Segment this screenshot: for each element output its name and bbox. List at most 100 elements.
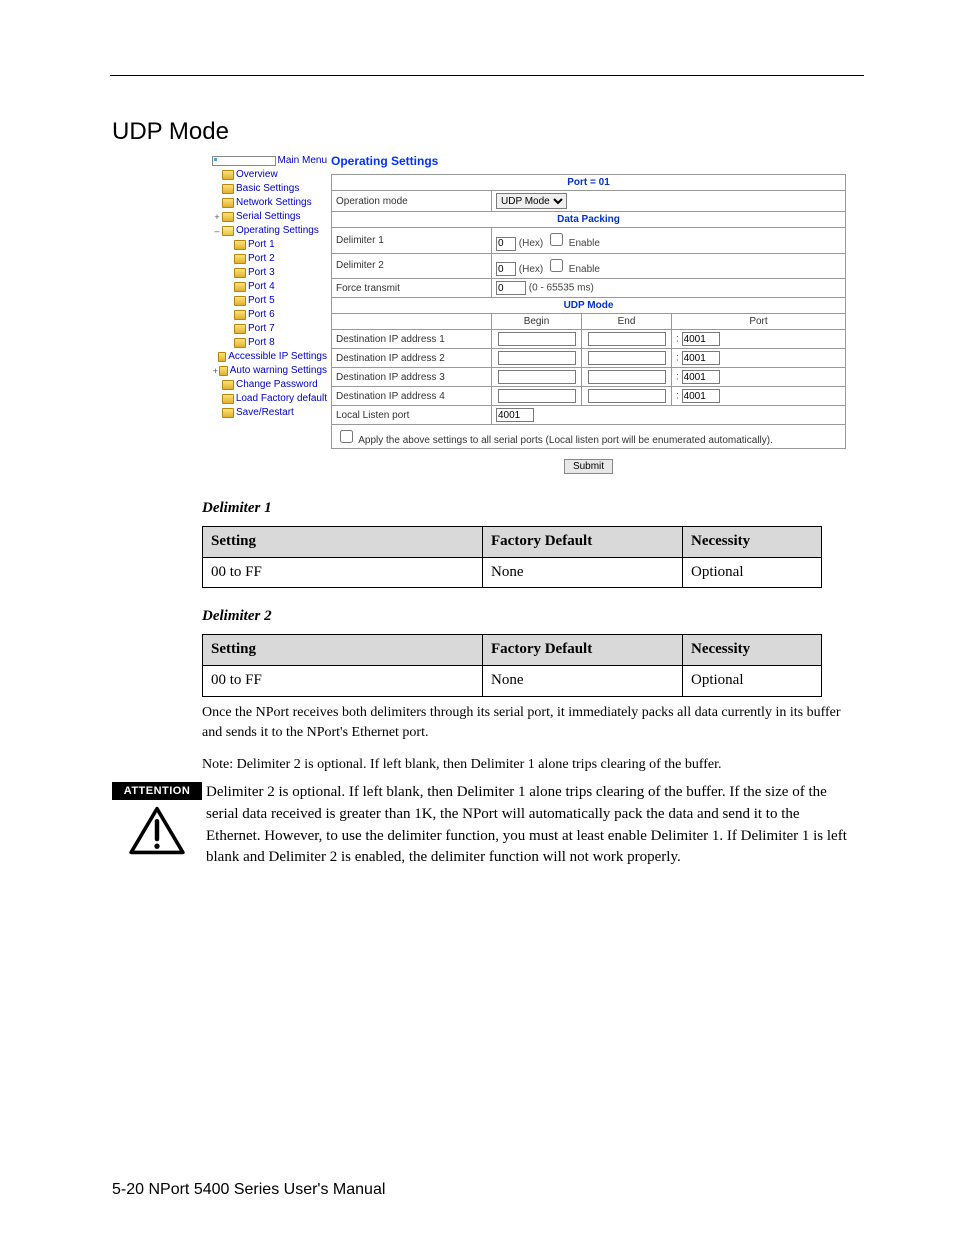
tree-twisty[interactable]: ·: [212, 182, 222, 196]
section-udp: UDP Mode: [332, 298, 846, 314]
page-title: UDP Mode: [112, 118, 229, 146]
delim2-enable-checkbox[interactable]: [550, 259, 563, 272]
sidebar-item[interactable]: · Port 3: [202, 266, 327, 280]
sidebar-item-label: Port 4: [248, 280, 275, 294]
sidebar-item-label: Auto warning Settings: [230, 364, 327, 378]
spec1-necessity: Optional: [683, 557, 822, 588]
dest-end-cell: [582, 330, 672, 349]
folder-icon: [222, 408, 234, 418]
folder-icon: [234, 324, 246, 334]
attention-icon: [112, 806, 202, 861]
tree-twisty[interactable]: ·: [224, 336, 234, 350]
sidebar-item-label: Port 3: [248, 266, 275, 280]
spec1-setting: 00 to FF: [203, 557, 483, 588]
tree-twisty[interactable]: ·: [212, 406, 222, 420]
spec1-h-default: Factory Default: [483, 526, 683, 557]
spec1-h-necessity: Necessity: [683, 526, 822, 557]
tree-twisty[interactable]: ·: [224, 252, 234, 266]
attention-badge: ATTENTION: [112, 782, 202, 800]
dest-port-input[interactable]: [682, 332, 720, 346]
sidebar-item[interactable]: ·Load Factory default: [202, 392, 327, 406]
sidebar-item[interactable]: ·Basic Settings: [202, 182, 327, 196]
dest-end-input[interactable]: [588, 370, 666, 384]
sidebar-item[interactable]: · Port 4: [202, 280, 327, 294]
tree-twisty[interactable]: ·: [224, 280, 234, 294]
sidebar-item[interactable]: ·Overview: [202, 168, 327, 182]
tree-twisty[interactable]: –: [212, 224, 222, 238]
delim2-input[interactable]: [496, 262, 516, 276]
force-transmit-input[interactable]: [496, 281, 526, 295]
spec2-setting: 00 to FF: [203, 665, 483, 696]
tree-twisty[interactable]: ·: [224, 322, 234, 336]
sidebar-item[interactable]: · Port 5: [202, 294, 327, 308]
delim2-cell: (Hex) Enable: [492, 253, 846, 279]
folder-icon: [234, 240, 246, 250]
op-mode-select[interactable]: UDP Mode: [496, 193, 567, 209]
sidebar-item[interactable]: + Auto warning Settings: [202, 364, 327, 378]
submit-row: Submit: [331, 449, 846, 474]
sidebar-item[interactable]: ·Change Password: [202, 378, 327, 392]
dest-end-input[interactable]: [588, 351, 666, 365]
folder-icon: [222, 212, 234, 222]
tree-twisty[interactable]: ·: [212, 196, 222, 210]
sidebar-main[interactable]: · Main Menu: [202, 154, 327, 168]
local-listen-input[interactable]: [496, 408, 534, 422]
sidebar-item-label: Serial Settings: [236, 210, 300, 224]
tree-twisty[interactable]: ·: [212, 378, 222, 392]
tree-twisty[interactable]: +: [212, 210, 222, 224]
sidebar-item[interactable]: ·Port 1: [202, 238, 327, 252]
dest-begin-input[interactable]: [498, 351, 576, 365]
dest-end-input[interactable]: [588, 389, 666, 403]
folder-icon: [222, 198, 234, 208]
sidebar-item-label: Port 5: [248, 294, 275, 308]
section-port: Port = 01: [332, 175, 846, 191]
folder-icon: [234, 338, 246, 348]
force-transmit-label: Force transmit: [332, 279, 492, 298]
dest-port-cell: :: [672, 368, 846, 387]
dest-port-cell: :: [672, 330, 846, 349]
settings-table: Port = 01 Operation mode UDP Mode Data P…: [331, 174, 846, 449]
delim2-enable-label: Enable: [569, 264, 600, 275]
folder-icon: [234, 310, 246, 320]
dest-begin-cell: [492, 330, 582, 349]
dest-end-input[interactable]: [588, 332, 666, 346]
tree-twisty[interactable]: ·: [224, 238, 234, 252]
tree-twisty: ·: [202, 154, 212, 168]
section-data-packing: Data Packing: [332, 212, 846, 228]
main-panel: Operating Settings Port = 01 Operation m…: [327, 152, 850, 462]
dest-port-input[interactable]: [682, 370, 720, 384]
doc-para-1: Once the NPort receives both delimiters …: [202, 703, 852, 744]
dest-begin-input[interactable]: [498, 389, 576, 403]
sidebar-item[interactable]: ·Port 7: [202, 322, 327, 336]
sidebar-item[interactable]: ·Port 2: [202, 252, 327, 266]
sidebar-item[interactable]: + Serial Settings: [202, 210, 327, 224]
sidebar-item[interactable]: ·Port 8: [202, 336, 327, 350]
sidebar-item[interactable]: –Operating Settings: [202, 224, 327, 238]
sidebar-item[interactable]: ·Port 6: [202, 308, 327, 322]
tree-twisty[interactable]: +: [212, 364, 219, 378]
folder-icon: [234, 268, 246, 278]
apply-all-checkbox[interactable]: [340, 430, 353, 443]
delim1-enable-checkbox[interactable]: [550, 233, 563, 246]
spec1-default: None: [483, 557, 683, 588]
dest-begin-input[interactable]: [498, 332, 576, 346]
tree-twisty[interactable]: ·: [224, 294, 234, 308]
delim1-label: Delimiter 1: [332, 228, 492, 254]
delim1-input[interactable]: [496, 237, 516, 251]
dest-end-cell: [582, 387, 672, 406]
sidebar-item[interactable]: ·Network Settings: [202, 196, 327, 210]
submit-button[interactable]: Submit: [564, 459, 613, 474]
tree-twisty[interactable]: ·: [212, 168, 222, 182]
tree-twisty[interactable]: ·: [212, 392, 222, 406]
sidebar-item[interactable]: ·Accessible IP Settings: [202, 350, 327, 364]
dest-begin-input[interactable]: [498, 370, 576, 384]
tree-twisty[interactable]: ·: [224, 266, 234, 280]
tree-twisty[interactable]: ·: [224, 308, 234, 322]
dest-port-input[interactable]: [682, 351, 720, 365]
delim2-suffix: (Hex): [519, 264, 543, 275]
col-end: End: [582, 314, 672, 330]
dest-port-input[interactable]: [682, 389, 720, 403]
sidebar-item[interactable]: ·Save/Restart: [202, 406, 327, 420]
dest-label: Destination IP address 4: [332, 387, 492, 406]
folder-icon: [234, 296, 246, 306]
